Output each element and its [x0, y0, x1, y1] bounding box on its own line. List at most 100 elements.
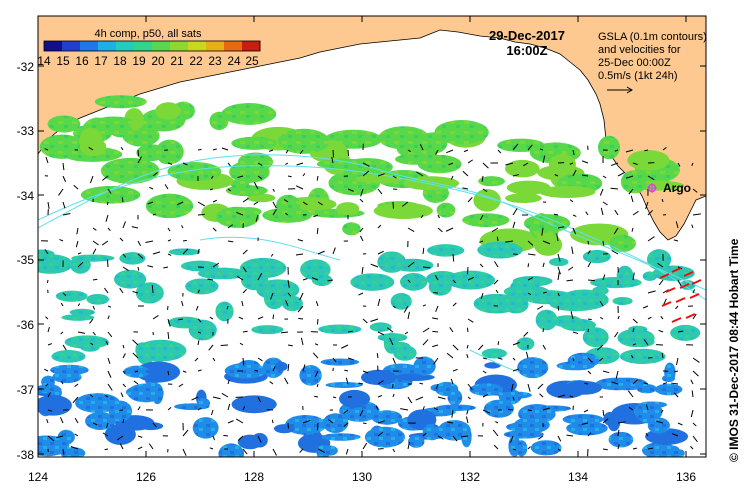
x-tick-label: 130: [352, 470, 372, 484]
velocity-arrow: [197, 213, 205, 216]
velocity-arrow: [74, 417, 79, 424]
velocity-arrow: [176, 201, 184, 206]
velocity-arrow: [182, 429, 189, 437]
velocity-arrow: [615, 370, 619, 379]
velocity-arrow: [377, 224, 382, 229]
velocity-arrow: [671, 433, 679, 437]
velocity-arrow: [242, 288, 247, 294]
sst-patch: [38, 254, 74, 274]
velocity-arrow: [691, 224, 694, 229]
velocity-arrow: [479, 263, 484, 268]
velocity-arrow: [332, 396, 337, 399]
velocity-arrow: [448, 162, 454, 166]
sst-patch: [246, 193, 276, 203]
contour-line: [38, 154, 706, 291]
velocity-arrow: [208, 344, 214, 351]
velocity-arrow: [316, 422, 319, 431]
sst-patch: [339, 389, 371, 408]
velocity-arrow: [101, 240, 109, 246]
sst-patch: [505, 193, 542, 204]
colorbar-tick: 15: [56, 54, 70, 68]
velocity-arrow: [255, 214, 259, 222]
velocity-arrow: [401, 201, 409, 207]
velocity-arrow: [316, 175, 319, 181]
velocity-arrow: [223, 434, 229, 437]
velocity-arrow: [407, 441, 410, 450]
velocity-arrow: [45, 383, 49, 387]
velocity-arrow: [197, 201, 206, 207]
velocity-arrow: [270, 292, 274, 300]
velocity-arrow: [302, 201, 308, 206]
velocity-arrow: [92, 278, 98, 281]
velocity-arrow-strong: [671, 317, 682, 323]
velocity-arrow: [178, 318, 184, 321]
velocity-arrow: [242, 448, 248, 455]
velocity-arrow: [137, 266, 140, 271]
velocity-arrow: [642, 305, 649, 309]
velocity-arrow: [74, 433, 79, 437]
sst-patch: [497, 391, 532, 399]
velocity-arrow: [76, 227, 79, 235]
velocity-arrow: [632, 210, 639, 216]
sst-patch: [135, 282, 164, 304]
velocity-arrow: [47, 435, 55, 442]
velocity-arrow: [677, 422, 683, 426]
velocity-arrow: [269, 381, 274, 385]
velocity-arrow: [122, 418, 125, 424]
velocity-arrow: [445, 227, 454, 232]
velocity-arrow: [602, 240, 605, 246]
sst-patch: [413, 356, 436, 376]
plot-frame: [37, 15, 707, 458]
colorbar-swatch: [116, 41, 135, 51]
velocity-arrow: [152, 213, 157, 216]
sst-patch: [469, 383, 504, 396]
sst-patch: [237, 152, 274, 172]
colorbar-swatch: [80, 41, 99, 51]
velocity-arrow: [527, 144, 533, 151]
velocity-arrow: [59, 417, 64, 424]
velocity-arrow: [512, 174, 519, 177]
sst-patch: [209, 111, 229, 131]
velocity-arrow: [600, 316, 604, 320]
velocity-arrow: [602, 448, 608, 451]
velocity-arrow: [152, 251, 161, 255]
velocity-arrow: [437, 435, 444, 440]
velocity-arrow: [257, 396, 261, 403]
velocity-arrow: [132, 339, 139, 346]
velocity-arrow: [212, 199, 217, 203]
velocity-arrow: [88, 146, 94, 151]
velocity-arrow: [314, 395, 319, 398]
velocity-arrow: [386, 327, 394, 333]
velocity-arrow: [284, 377, 289, 385]
velocity-arrow: [287, 363, 290, 372]
velocity-arrow: [467, 396, 471, 400]
velocity-arrow: [137, 156, 142, 164]
velocity-arrow: [220, 344, 229, 347]
velocity-arrow: [497, 341, 500, 346]
velocity-arrow: [212, 148, 217, 151]
velocity-arrow: [238, 316, 244, 320]
sst-patch: [71, 254, 115, 262]
velocity-arrow: [690, 409, 694, 418]
sst-patch: [167, 161, 222, 182]
sst-patch: [560, 318, 596, 332]
velocity-arrow: [602, 201, 608, 206]
velocity-arrow: [197, 248, 200, 255]
velocity-arrow: [272, 188, 275, 192]
velocity-arrow: [212, 227, 217, 232]
velocity-arrow: [677, 162, 681, 167]
velocity-arrow: [312, 352, 319, 359]
legend-title: 4h comp, p50, all sats: [94, 28, 202, 40]
sst-patch: [371, 410, 403, 425]
velocity-arrow: [587, 370, 592, 375]
velocity-arrow: [587, 328, 590, 333]
velocity-arrow: [147, 201, 154, 205]
info-line-4: 0.5m/s (1kt 24h): [598, 70, 677, 82]
velocity-arrow: [467, 276, 474, 281]
velocity-arrow: [557, 435, 562, 442]
velocity-arrow: [692, 357, 700, 363]
velocity-arrow: [134, 370, 139, 373]
velocity-arrow: [466, 409, 469, 415]
velocity-arrow: [433, 357, 439, 365]
velocity-arrow: [47, 201, 50, 209]
